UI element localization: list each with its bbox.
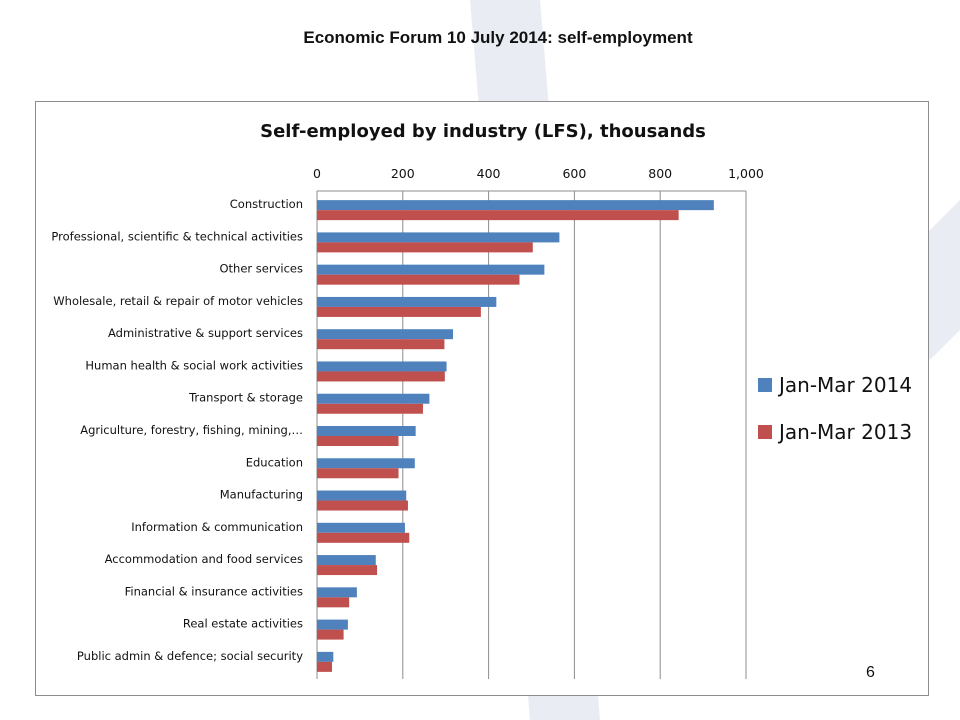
bar-jan-mar-2014 bbox=[317, 522, 405, 533]
bar-jan-mar-2013 bbox=[317, 242, 533, 253]
bar-jan-mar-2013 bbox=[317, 403, 423, 414]
bar-jan-mar-2014 bbox=[317, 555, 376, 566]
category-label: Administrative & support services bbox=[108, 326, 303, 340]
bar-jan-mar-2013 bbox=[317, 371, 445, 382]
page-number: 6 bbox=[866, 664, 875, 681]
category-label: Accommodation and food services bbox=[105, 552, 303, 566]
bar-jan-mar-2013 bbox=[317, 500, 408, 511]
category-label: Human health & social work activities bbox=[85, 358, 303, 372]
category-label: Education bbox=[246, 455, 303, 469]
bar-jan-mar-2014 bbox=[317, 651, 334, 662]
x-tick-label: 1,000 bbox=[728, 166, 764, 181]
bar-jan-mar-2013 bbox=[317, 339, 445, 350]
bar-jan-mar-2013 bbox=[317, 306, 481, 317]
legend-swatch-2013 bbox=[758, 425, 772, 439]
category-label: Real estate activities bbox=[183, 617, 303, 631]
bar-jan-mar-2014 bbox=[317, 490, 407, 501]
bar-jan-mar-2014 bbox=[317, 329, 453, 340]
chart-svg: Self-employed by industry (LFS), thousan… bbox=[51, 121, 912, 679]
chart-title: Self-employed by industry (LFS), thousan… bbox=[260, 121, 706, 142]
bar-jan-mar-2013 bbox=[317, 629, 344, 640]
bar-jan-mar-2014 bbox=[317, 232, 560, 243]
bar-jan-mar-2014 bbox=[317, 619, 348, 630]
legend-label-2014: Jan-Mar 2014 bbox=[777, 373, 912, 397]
bar-jan-mar-2013 bbox=[317, 210, 679, 221]
category-label: Public admin & defence; social security bbox=[77, 649, 303, 663]
bar-jan-mar-2014 bbox=[317, 393, 430, 404]
category-label: Financial & insurance activities bbox=[125, 584, 303, 598]
category-label: Other services bbox=[220, 262, 304, 276]
bar-jan-mar-2014 bbox=[317, 426, 416, 436]
legend-label-2013: Jan-Mar 2013 bbox=[777, 420, 912, 444]
x-tick-label: 400 bbox=[477, 166, 501, 181]
x-tick-label: 200 bbox=[391, 166, 415, 181]
category-label: Agriculture, forestry, fishing, mining,… bbox=[80, 423, 303, 437]
category-label: Transport & storage bbox=[188, 391, 303, 405]
bar-jan-mar-2013 bbox=[317, 597, 350, 608]
bar-jan-mar-2013 bbox=[317, 661, 333, 672]
x-tick-label: 600 bbox=[562, 166, 586, 181]
bar-jan-mar-2013 bbox=[317, 468, 399, 479]
bar-jan-mar-2014 bbox=[317, 296, 497, 307]
bar-jan-mar-2014 bbox=[317, 361, 447, 372]
bar-jan-mar-2014 bbox=[317, 264, 545, 275]
bar-jan-mar-2013 bbox=[317, 532, 410, 543]
bar-jan-mar-2013 bbox=[317, 436, 399, 446]
bar-jan-mar-2013 bbox=[317, 565, 378, 576]
bar-jan-mar-2013 bbox=[317, 274, 520, 285]
category-label: Wholesale, retail & repair of motor vehi… bbox=[53, 294, 303, 308]
category-label: Information & communication bbox=[131, 520, 303, 534]
category-label: Professional, scientific & technical act… bbox=[51, 229, 303, 243]
legend-swatch-2014 bbox=[758, 378, 772, 392]
bar-jan-mar-2014 bbox=[317, 458, 415, 469]
slide-title: Economic Forum 10 July 2014: self-employ… bbox=[303, 28, 693, 47]
chart-frame: Self-employed by industry (LFS), thousan… bbox=[35, 101, 929, 696]
category-label: Manufacturing bbox=[220, 488, 303, 502]
x-tick-label: 800 bbox=[648, 166, 672, 181]
x-tick-label: 0 bbox=[313, 166, 321, 181]
category-label: Construction bbox=[230, 197, 303, 211]
bar-jan-mar-2014 bbox=[317, 200, 714, 211]
bar-jan-mar-2014 bbox=[317, 587, 357, 598]
